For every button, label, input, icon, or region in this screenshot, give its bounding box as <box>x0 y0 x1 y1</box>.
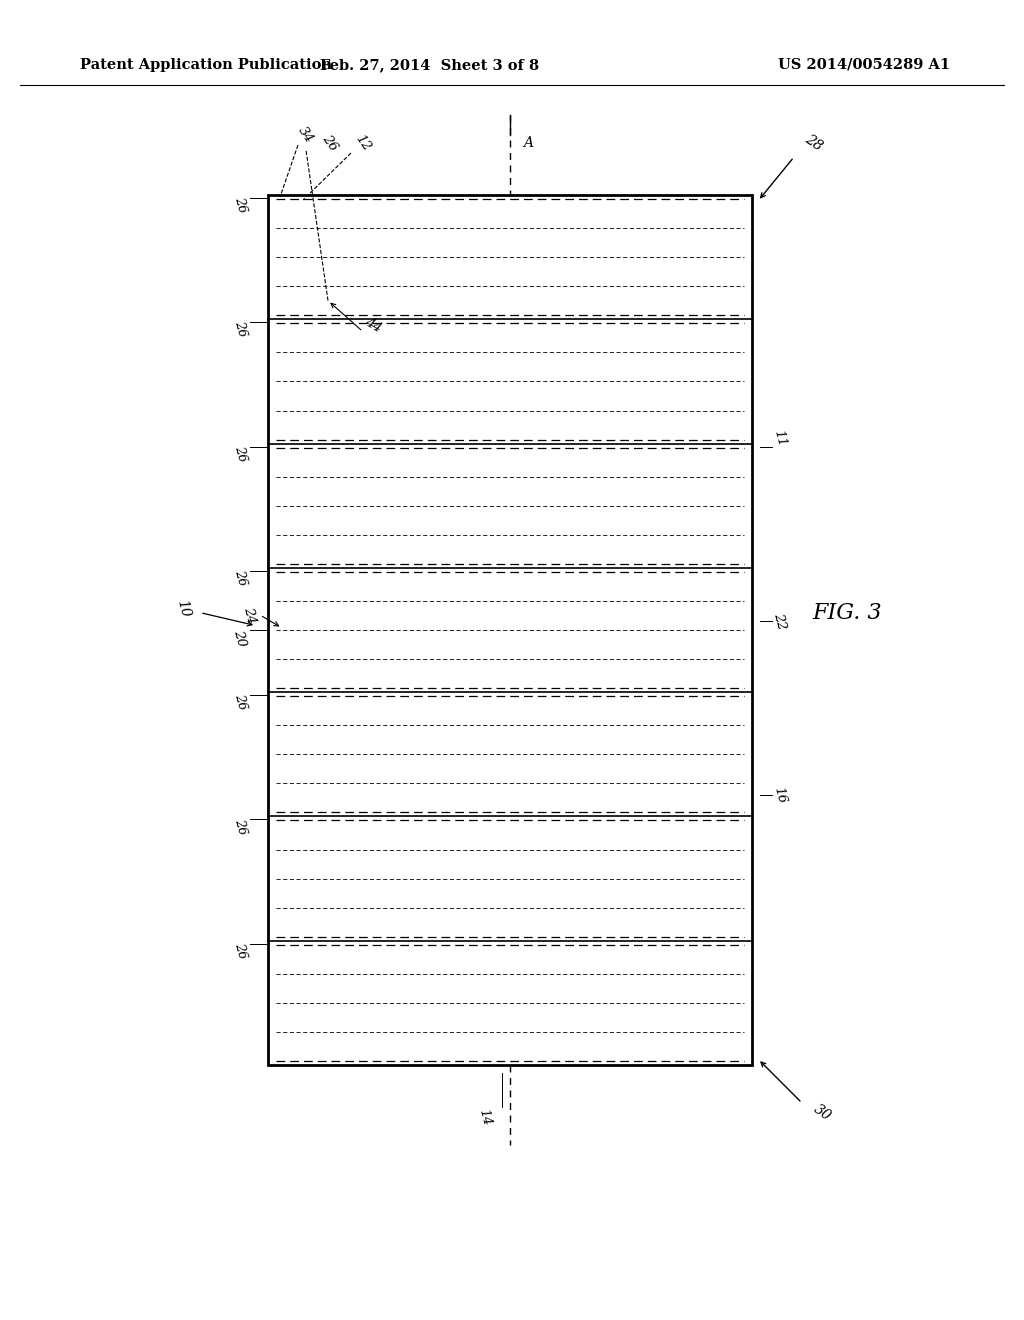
Text: 22: 22 <box>771 611 788 631</box>
Text: Patent Application Publication: Patent Application Publication <box>80 58 332 73</box>
Text: Feb. 27, 2014  Sheet 3 of 8: Feb. 27, 2014 Sheet 3 of 8 <box>321 58 540 73</box>
Text: 14: 14 <box>476 1107 494 1127</box>
Text: 28: 28 <box>803 132 825 154</box>
Text: 10: 10 <box>174 598 193 619</box>
Text: 26: 26 <box>231 319 249 339</box>
Text: 26: 26 <box>231 817 249 836</box>
Text: 26: 26 <box>231 941 249 960</box>
Text: FIG. 3: FIG. 3 <box>812 602 882 623</box>
Text: 26: 26 <box>231 195 249 214</box>
Text: 11: 11 <box>771 429 788 449</box>
Text: 16: 16 <box>771 785 788 805</box>
Text: US 2014/0054289 A1: US 2014/0054289 A1 <box>778 58 950 73</box>
Text: 44: 44 <box>362 315 384 335</box>
Text: 26: 26 <box>319 132 340 153</box>
Text: 26: 26 <box>231 693 249 711</box>
Text: 34: 34 <box>296 124 316 145</box>
Text: 30: 30 <box>811 1102 834 1123</box>
Text: 20: 20 <box>231 628 249 648</box>
Bar <box>268 195 752 1065</box>
Text: 24: 24 <box>242 606 258 624</box>
Text: 26: 26 <box>231 569 249 587</box>
Text: A: A <box>523 136 534 150</box>
Text: 26: 26 <box>231 444 249 463</box>
Text: 12: 12 <box>353 132 373 153</box>
